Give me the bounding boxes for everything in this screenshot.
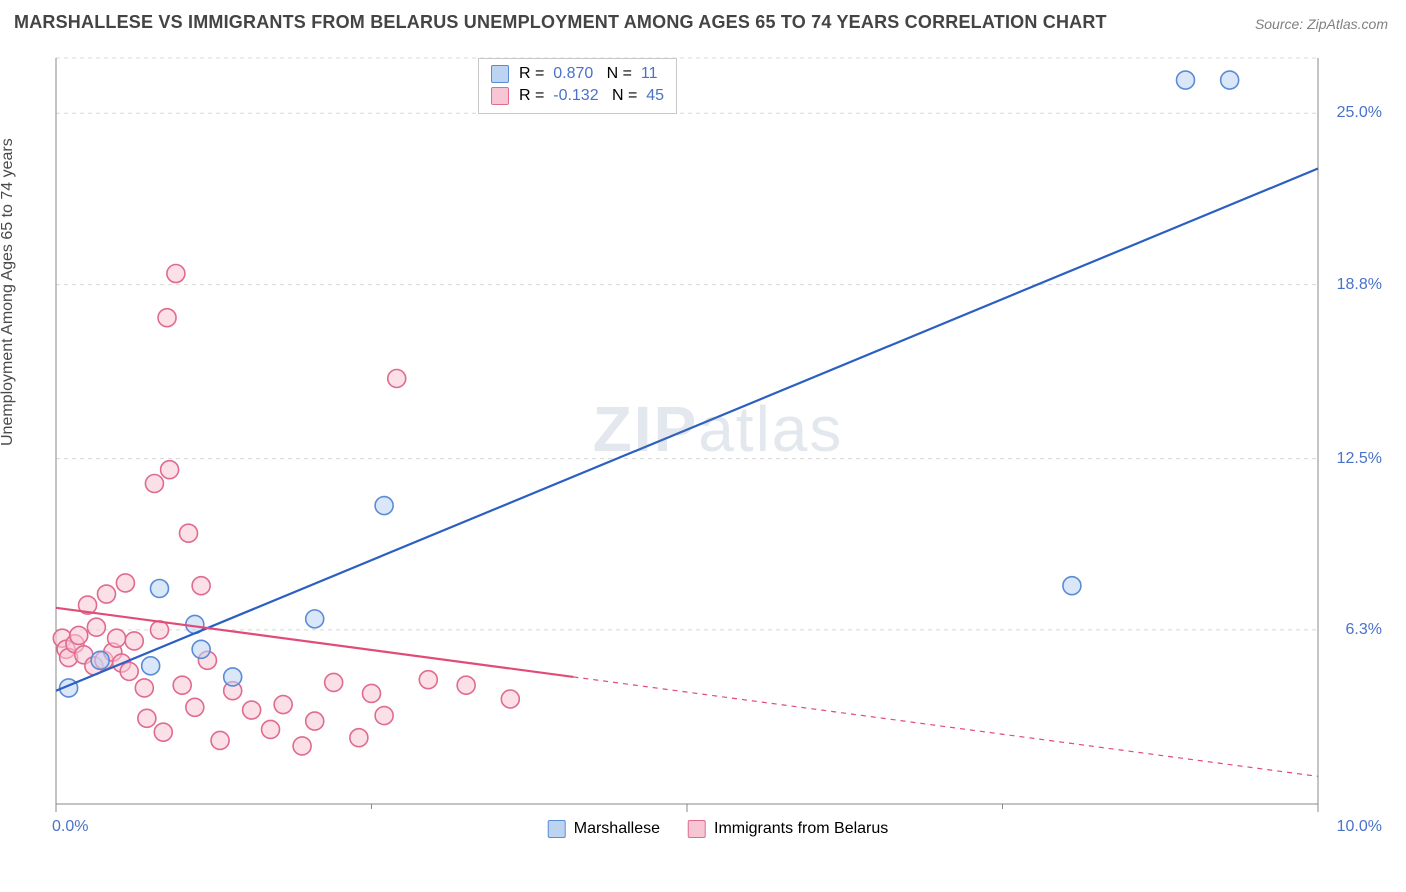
correlation-legend: R = 0.870 N = 11 R = -0.132 N = 45 — [478, 58, 677, 114]
legend-item-series2: Immigrants from Belarus — [688, 820, 888, 838]
y-tick-label: 18.8% — [1337, 276, 1382, 294]
legend-item-series1: Marshallese — [548, 820, 660, 838]
swatch-series1-icon — [548, 820, 566, 838]
y-axis-label: Unemployment Among Ages 65 to 74 years — [0, 138, 17, 446]
legend-row-series2: R = -0.132 N = 45 — [491, 85, 664, 107]
source-attribution: Source: ZipAtlas.com — [1255, 16, 1388, 32]
scatter-chart — [48, 50, 1388, 840]
x-axis-max-label: 10.0% — [1337, 818, 1382, 836]
series-legend: Marshallese Immigrants from Belarus — [548, 820, 889, 838]
chart-title: MARSHALLESE VS IMMIGRANTS FROM BELARUS U… — [14, 12, 1107, 33]
legend-row-series1: R = 0.870 N = 11 — [491, 63, 664, 85]
swatch-series2 — [491, 87, 509, 105]
legend-label-series1: Marshallese — [574, 820, 660, 838]
swatch-series2-icon — [688, 820, 706, 838]
plot-area: ZIPatlas R = 0.870 N = 11 R = -0.132 N =… — [48, 50, 1388, 840]
legend-label-series2: Immigrants from Belarus — [714, 820, 888, 838]
y-tick-label: 6.3% — [1346, 621, 1382, 639]
y-tick-label: 12.5% — [1337, 450, 1382, 468]
x-axis-min-label: 0.0% — [52, 818, 88, 836]
y-tick-label: 25.0% — [1337, 104, 1382, 122]
swatch-series1 — [491, 65, 509, 83]
